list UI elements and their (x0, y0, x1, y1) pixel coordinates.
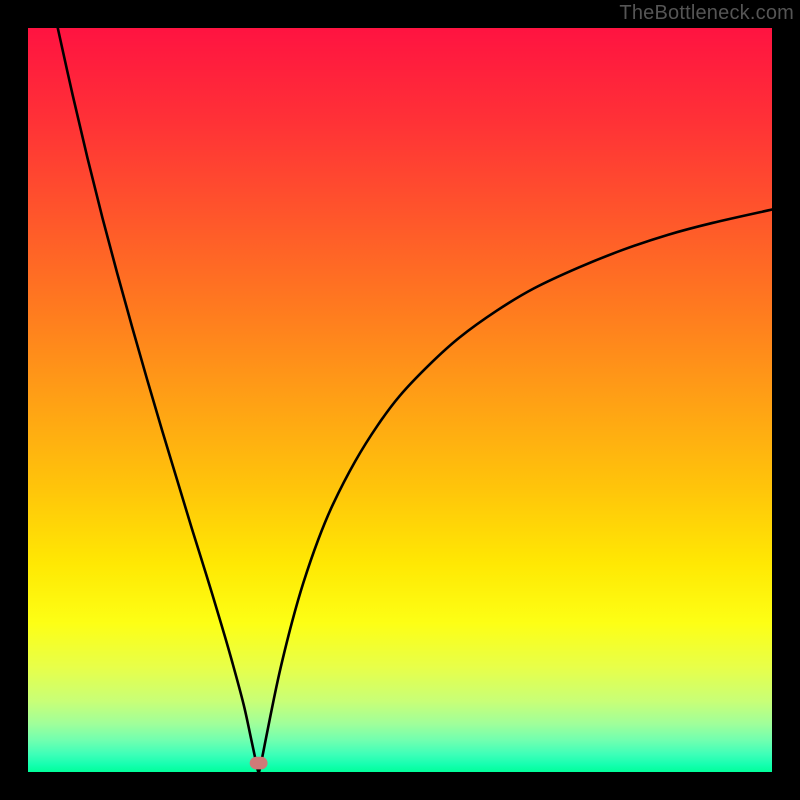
bottleneck-chart (0, 0, 800, 800)
optimal-marker (250, 757, 268, 770)
chart-container: TheBottleneck.com (0, 0, 800, 800)
watermark-text: TheBottleneck.com (619, 2, 794, 25)
plot-background (28, 28, 772, 772)
